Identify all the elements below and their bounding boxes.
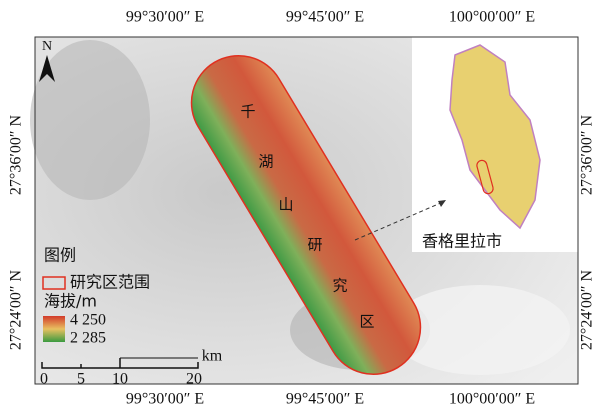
legend-label: 研究区范围 [70, 273, 150, 292]
map-label: 研 [307, 236, 322, 254]
map-label: 千 [240, 103, 255, 121]
north-label: N [42, 39, 52, 54]
legend-label: 海拔/m [44, 292, 97, 311]
coord-label: 27°36′00″ N [579, 115, 596, 196]
coord-label: 27°24′00″ N [579, 270, 596, 351]
inset-label: 香格里拉市 [422, 232, 502, 251]
scale-tick: 0 [40, 371, 48, 388]
map-label: 究 [332, 277, 347, 295]
map-label: 湖 [258, 153, 273, 171]
coord-label: 99°45′00″ E [286, 391, 364, 408]
legend-label: 4 250 [70, 312, 106, 329]
scale-tick: 10 [112, 371, 128, 388]
coord-label: 100°00′00″ E [449, 391, 535, 408]
coord-label: 99°30′00″ E [126, 391, 204, 408]
map-label: 区 [359, 313, 374, 331]
coord-label: 27°36′00″ N [8, 115, 25, 196]
map-label: 山 [278, 196, 293, 214]
coord-label: 100°00′00″ E [449, 9, 535, 26]
scale-tick: 5 [77, 371, 85, 388]
scale-unit: km [202, 348, 223, 365]
legend-ramp [43, 316, 65, 342]
scale-tick: 20 [186, 371, 202, 388]
map: 香格里拉市 千 湖 山 研 究 区 N 99°30′00″ E 99°45′00… [0, 0, 598, 412]
coord-label: 27°24′00″ N [8, 270, 25, 351]
legend-label: 2 285 [70, 330, 106, 347]
legend-title: 图例 [44, 246, 76, 265]
coord-label: 99°45′00″ E [286, 9, 364, 26]
coord-label: 99°30′00″ E [126, 9, 204, 26]
